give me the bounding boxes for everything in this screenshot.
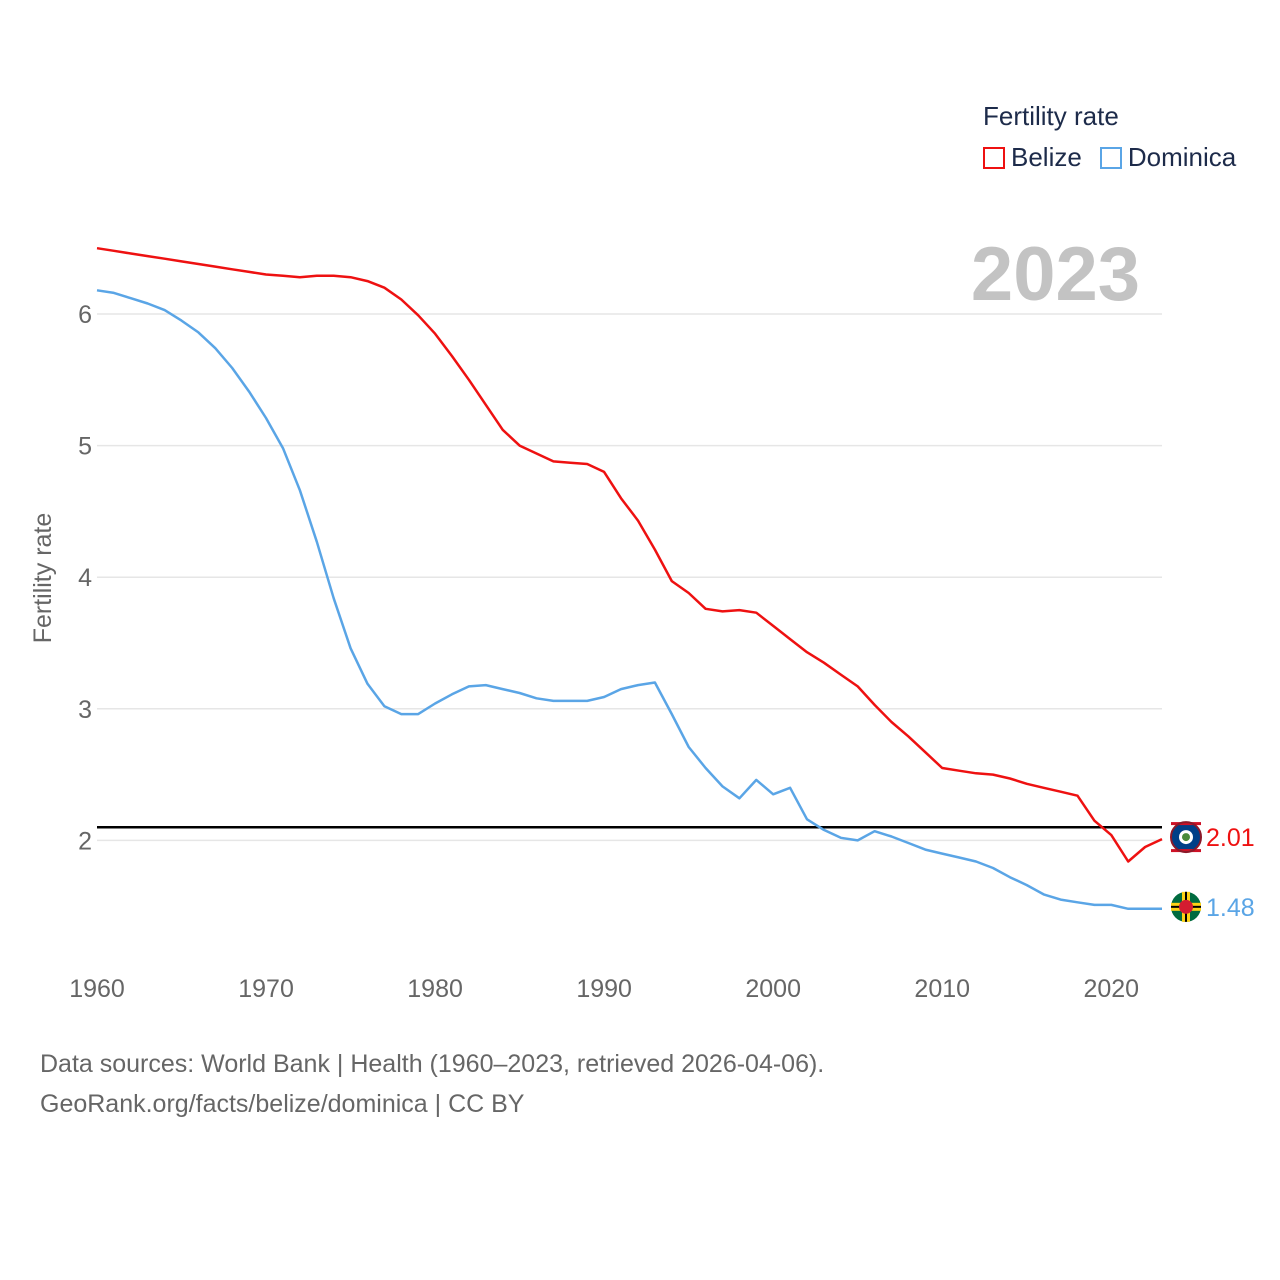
end-value-label-belize: 2.01 bbox=[1206, 824, 1255, 852]
y-tick-label: 5 bbox=[78, 433, 92, 461]
series-line-belize bbox=[96, 246, 1163, 863]
legend-label-belize: Belize bbox=[1011, 142, 1082, 172]
x-tick-label: 2010 bbox=[914, 975, 970, 1003]
legend-swatch-dominica bbox=[1099, 146, 1122, 169]
x-tick-label: 2000 bbox=[745, 975, 801, 1003]
current-year-label: 2023 bbox=[971, 232, 1140, 317]
legend-swatch-belize bbox=[983, 146, 1005, 169]
x-tick-label: 1960 bbox=[69, 975, 125, 1003]
y-tick-label: 3 bbox=[78, 696, 92, 724]
source-link[interactable]: GeoRank.org/facts/belize/dominica | CC B… bbox=[40, 1090, 525, 1118]
y-tick-label: 4 bbox=[78, 564, 92, 592]
flag-icon-belize bbox=[1170, 821, 1202, 854]
y-tick-label: 6 bbox=[78, 301, 92, 329]
series-line-dominica bbox=[96, 289, 1162, 911]
footer: Data sources: World Bank | Health (1960–… bbox=[40, 1044, 824, 1124]
legend-label-dominica: Dominica bbox=[1127, 142, 1237, 172]
legend-title: Fertility rate bbox=[983, 101, 1119, 131]
legend: Fertility rate Belize Dominica bbox=[983, 100, 1254, 173]
flag-icon-dominica bbox=[1171, 891, 1201, 922]
end-value-label-dominica: 1.48 bbox=[1206, 894, 1255, 922]
y-tick-label: 2 bbox=[78, 827, 92, 855]
x-tick-label: 1990 bbox=[576, 975, 632, 1003]
x-tick-label: 2020 bbox=[1083, 975, 1139, 1003]
legend-item-belize[interactable]: Belize bbox=[983, 142, 1082, 173]
x-tick-label: 1970 bbox=[238, 975, 294, 1003]
x-tick-label: 1980 bbox=[407, 975, 463, 1003]
legend-item-dominica[interactable]: Dominica bbox=[1099, 142, 1237, 173]
y-axis-label: Fertility rate bbox=[29, 513, 57, 644]
data-source-text: Data sources: World Bank | Health (1960–… bbox=[40, 1050, 825, 1078]
